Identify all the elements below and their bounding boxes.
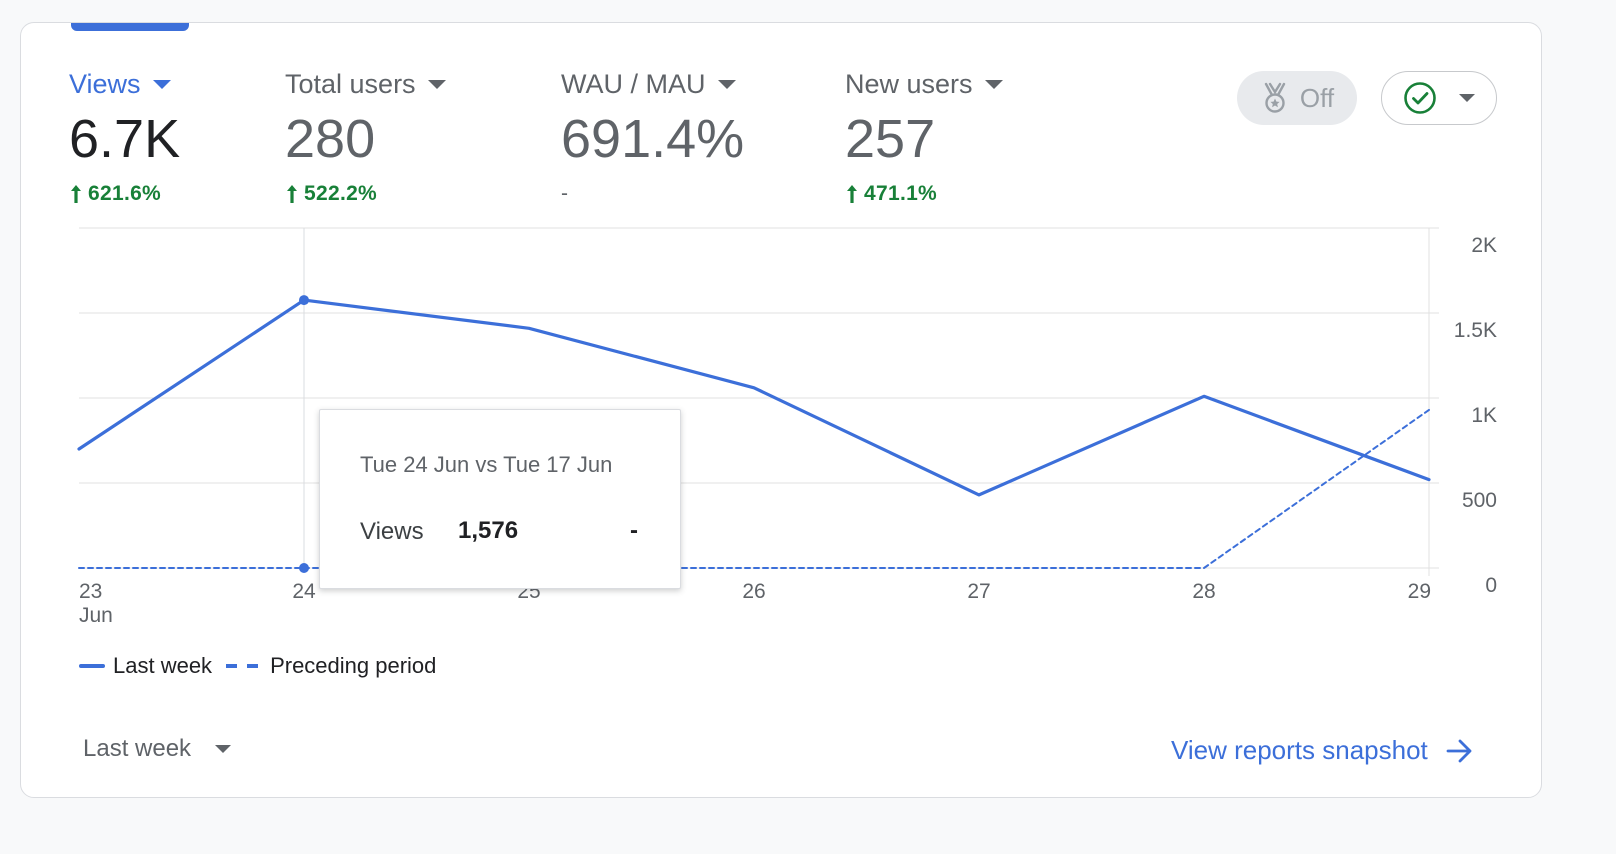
date-range-label: Last week <box>83 735 192 762</box>
chevron-down-icon <box>1459 94 1475 102</box>
metric-views-change-value: 621.6% <box>88 182 162 205</box>
overview-card: Views 6.7K 621.6% Total users 280 522.2%… <box>20 22 1542 798</box>
y-tick-label: 1.5K <box>1454 319 1497 342</box>
tooltip-title: Tue 24 Jun vs Tue 17 Jun <box>360 452 613 477</box>
metric-new-users-change-value: 471.1% <box>864 182 938 205</box>
metric-wau-mau-selector[interactable]: WAU / MAU <box>561 69 744 100</box>
y-tick-label: 500 <box>1462 489 1497 512</box>
chevron-down-icon <box>215 745 232 753</box>
legend-label-last-week: Last week <box>113 653 213 678</box>
solid-line-icon <box>79 664 105 668</box>
y-tick-label: 2K <box>1471 234 1497 257</box>
chart-tooltip: Tue 24 Jun vs Tue 17 Jun Views 1,576 - <box>319 409 681 589</box>
metric-views-change: 621.6% <box>69 182 180 206</box>
metric-wau-mau-label: WAU / MAU <box>561 69 706 99</box>
x-tick-label: 27 <box>967 580 990 603</box>
metric-views-selector[interactable]: Views <box>69 69 180 100</box>
series-line-last-week <box>77 298 1431 497</box>
x-tick-label: 26 <box>742 580 765 603</box>
metric-new-users-value: 257 <box>845 109 936 169</box>
metric-total-users-selector[interactable]: Total users <box>285 69 446 100</box>
metric-total-users-change: 522.2% <box>285 182 446 206</box>
legend-item-preceding-period[interactable]: Preceding period <box>226 653 436 679</box>
tooltip-metric-label: Views <box>360 518 424 545</box>
metric-total-users-label: Total users <box>285 69 416 99</box>
chevron-down-icon <box>717 80 736 89</box>
arrow-right-icon <box>1446 739 1472 762</box>
view-reports-snapshot-label: View reports snapshot <box>1171 735 1428 765</box>
chevron-down-icon <box>427 80 446 89</box>
metric-new-users-selector[interactable]: New users <box>845 69 1003 100</box>
chevron-down-icon <box>152 80 171 89</box>
data-point-preceding-period <box>299 563 309 573</box>
metric-new-users-label: New users <box>845 69 973 99</box>
arrow-up-icon <box>287 185 297 203</box>
view-reports-snapshot-link[interactable]: View reports snapshot <box>1171 735 1474 766</box>
x-tick-label: 23 <box>79 580 102 603</box>
arrow-up-icon <box>847 185 857 203</box>
chevron-down-icon <box>984 80 1003 89</box>
medal-icon <box>1264 82 1286 113</box>
metric-views-label: Views <box>69 69 141 99</box>
arrow-up-icon <box>71 185 81 203</box>
x-tick-sublabel: Jun <box>79 604 113 627</box>
tooltip-previous-value: - <box>630 517 638 544</box>
metric-total-users-value: 280 <box>285 109 376 169</box>
status-menu-button[interactable] <box>1381 71 1497 125</box>
x-tick-label: 29 <box>1408 580 1431 603</box>
metric-wau-mau-value: 691.4% <box>561 109 745 169</box>
metric-total-users[interactable]: Total users 280 522.2% <box>285 69 446 206</box>
date-range-dropdown[interactable]: Last week <box>83 735 232 763</box>
chart-legend: Last week Preceding period <box>79 653 450 679</box>
metric-new-users-change: 471.1% <box>845 182 1003 206</box>
benchmark-toggle-button[interactable]: Off <box>1237 71 1357 125</box>
data-point-last-week <box>299 295 309 306</box>
y-tick-label: 1K <box>1471 404 1497 427</box>
metric-views-value: 6.7K <box>69 109 181 169</box>
legend-item-last-week[interactable]: Last week <box>79 653 212 679</box>
y-tick-label: 0 <box>1485 574 1497 597</box>
x-tick-label: 24 <box>292 580 316 603</box>
metric-wau-mau-change: - <box>561 182 744 206</box>
benchmark-toggle-label: Off <box>1299 82 1335 113</box>
metric-wau-mau[interactable]: WAU / MAU 691.4% - <box>561 69 744 206</box>
metric-new-users[interactable]: New users 257 471.1% <box>845 69 1003 206</box>
series-line-preceding-period <box>78 408 1430 569</box>
metric-wau-mau-change-value: - <box>561 182 569 205</box>
x-tick-label: 28 <box>1192 580 1215 603</box>
metric-views[interactable]: Views 6.7K 621.6% <box>69 69 180 206</box>
tooltip-metric-value: 1,576 <box>458 517 519 544</box>
dashed-line-icon <box>226 664 259 668</box>
legend-label-preceding-period: Preceding period <box>270 653 437 678</box>
metric-total-users-change-value: 522.2% <box>304 182 378 205</box>
check-circle-icon <box>1404 82 1436 114</box>
active-tab-indicator <box>71 23 189 31</box>
